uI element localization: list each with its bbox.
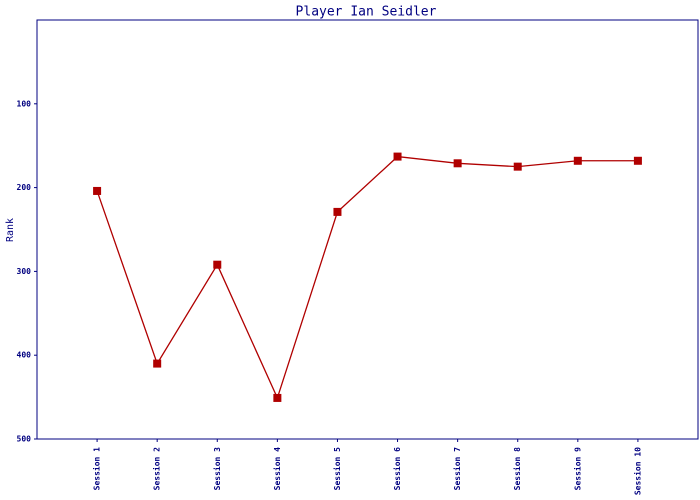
y-tick-label: 200 — [17, 183, 32, 192]
data-point — [153, 359, 162, 368]
y-tick-label: 300 — [17, 267, 32, 276]
chart-title: Player Ian Seidler — [296, 5, 437, 20]
data-point — [213, 260, 222, 269]
x-tick-label: Session 10 — [632, 447, 642, 495]
y-tick-label: 400 — [17, 351, 32, 360]
x-tick-label: Session 1 — [92, 447, 102, 491]
data-point — [333, 207, 342, 216]
data-point — [393, 152, 402, 161]
x-tick-label: Session 6 — [392, 447, 402, 491]
data-point — [93, 186, 102, 195]
x-tick-label: Session 5 — [332, 447, 342, 491]
x-tick-label: Session 8 — [512, 447, 522, 491]
y-tick-label: 500 — [17, 435, 32, 444]
data-point — [573, 156, 582, 165]
series-line — [96, 155, 638, 400]
plot-frame — [36, 19, 699, 440]
x-tick-label: Session 2 — [152, 447, 162, 491]
data-point — [453, 159, 462, 168]
x-tick-label: Session 7 — [452, 447, 462, 491]
x-tick-label: Session 4 — [272, 447, 282, 491]
data-point — [513, 162, 522, 171]
y-axis-label: Rank — [5, 218, 16, 242]
data-point — [633, 156, 642, 165]
x-tick-label: Session 3 — [212, 447, 222, 491]
y-tick-label: 100 — [17, 99, 32, 108]
data-point — [273, 393, 282, 402]
x-tick-label: Session 9 — [572, 447, 582, 491]
